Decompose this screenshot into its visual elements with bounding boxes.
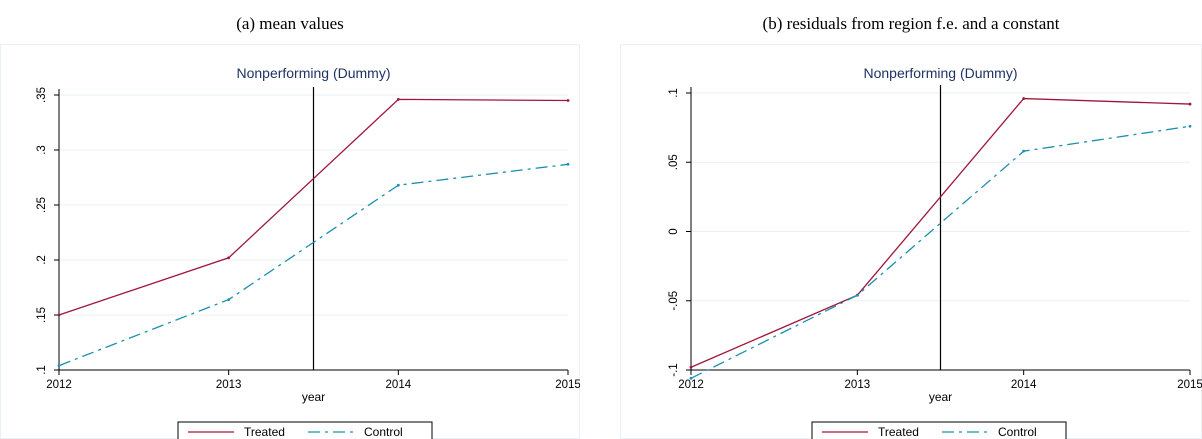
right-xtick-label: 2013	[845, 379, 871, 391]
right-point-control	[1188, 124, 1192, 128]
right-point-control	[1022, 149, 1026, 153]
right-ytick-label: .05	[668, 154, 680, 170]
left-legend-label-treated: Treated	[244, 425, 285, 439]
right-ytick-label: .1	[668, 88, 680, 98]
chart-left: Nonperforming (Dummy) .1 .15 .2 .25 .3 .35 2012…	[0, 44, 580, 439]
right-title: Nonperforming (Dummy)	[863, 65, 1017, 81]
left-xtick-label: 2015	[555, 379, 580, 391]
right-xtick-label: 2014	[1011, 379, 1037, 391]
left-legend: Treated Control	[177, 421, 433, 439]
right-point-control	[855, 293, 859, 297]
left-point-control	[566, 162, 570, 166]
left-xtick-label: 2013	[216, 379, 242, 391]
left-legend-label-control: Control	[364, 425, 403, 439]
left-xlabel: year	[302, 390, 325, 404]
right-ytick-label: -.1	[668, 363, 680, 376]
left-point-treated	[227, 256, 231, 260]
left-ytick-label: .35	[36, 87, 48, 103]
right-ytick-label: 0	[668, 228, 680, 234]
right-legend-label-control: Control	[998, 425, 1037, 439]
chart-right: Nonperforming (Dummy) -.1 -.05 0 .05 .1 2012 20…	[620, 44, 1202, 439]
left-frame	[0, 44, 580, 439]
left-series-treated-line	[58, 98, 569, 316]
left-xtick-label: 2012	[46, 379, 72, 391]
left-title: Nonperforming (Dummy)	[236, 65, 390, 81]
right-point-treated	[1188, 102, 1192, 106]
left-ytick-label: .3	[36, 145, 48, 155]
right-series-treated-line	[690, 97, 1191, 368]
right-point-treated	[1022, 97, 1026, 100]
right-legend-label-treated: Treated	[878, 425, 919, 439]
left-point-treated	[566, 99, 570, 102]
left-point-control	[227, 298, 231, 301]
left-series-control-line	[58, 163, 569, 367]
right-legend: Treated Control	[811, 421, 1067, 439]
right-legend-box	[811, 421, 1067, 439]
left-point-treated	[57, 313, 61, 317]
right-series-control-line	[690, 125, 1191, 379]
right-frame	[620, 44, 1202, 439]
left-ytick-label: .15	[36, 307, 48, 323]
left-ytick-label: .2	[36, 255, 48, 265]
right-ytick-label: -.05	[668, 291, 680, 311]
left-ytick-label: .1	[36, 365, 48, 375]
left-legend-box	[177, 421, 433, 439]
caption-right: (b) residuals from region f.e. and a con…	[762, 14, 1060, 33]
left-point-control	[57, 364, 61, 367]
right-point-control	[689, 376, 693, 380]
right-xlabel: year	[929, 390, 952, 404]
left-point-control	[396, 183, 400, 187]
caption-left: (a) mean values	[236, 14, 344, 33]
left-xtick-label: 2014	[386, 379, 412, 391]
left-point-treated	[396, 98, 400, 101]
right-point-treated	[689, 365, 693, 369]
right-xtick-label: 2015	[1177, 379, 1202, 391]
left-ytick-label: .25	[36, 197, 48, 213]
right-xtick-label: 2012	[678, 379, 704, 391]
